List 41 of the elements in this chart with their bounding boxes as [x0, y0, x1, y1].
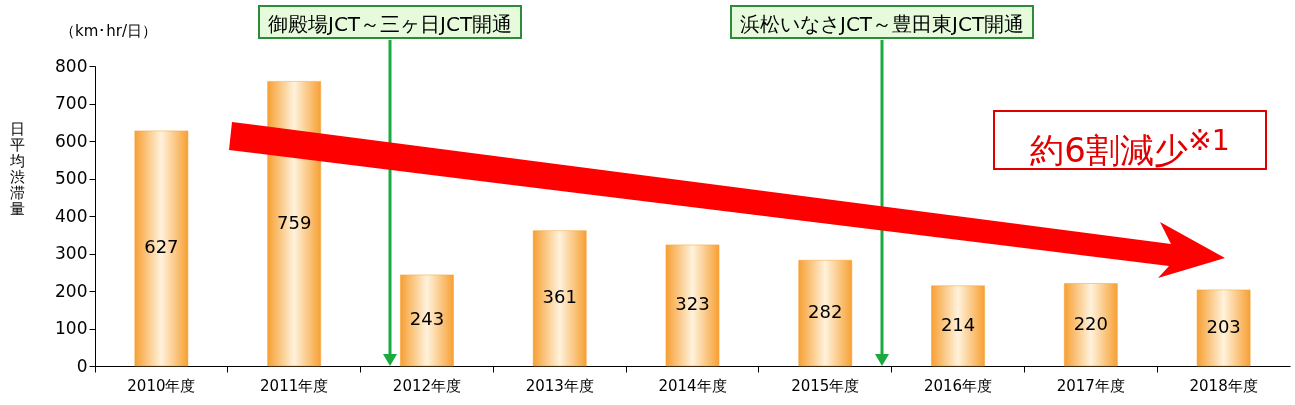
text: （km･hr/日） [60, 22, 158, 41]
text: 浜松いなさJCT～豊田東JCT開通 [730, 5, 1035, 39]
data-label: 243 [409, 308, 445, 330]
y-tick-label: 700 [55, 93, 88, 113]
x-tick-label: 2014年度 [658, 376, 727, 395]
y-axis-title: 日平均渋滞量 [9, 119, 25, 217]
y-tick-label: 0 [76, 355, 88, 376]
data-label: 214 [940, 313, 976, 335]
x-tick-label: 2016年度 [923, 376, 993, 395]
text: 御殿場JCT～三ヶ日JCT開通 [258, 5, 523, 39]
bar [1064, 283, 1118, 367]
bar [798, 260, 853, 367]
x-tick-label: 2012年度 [392, 376, 462, 395]
bar [400, 274, 454, 367]
data-label: 220 [1073, 312, 1109, 334]
bar [134, 130, 189, 367]
data-label: 361 [542, 286, 577, 308]
annotation: 約6割減少$^{※1}$ [993, 110, 1267, 171]
data-label: 759 [276, 211, 312, 233]
bar [1196, 289, 1251, 367]
bar [267, 81, 321, 367]
data-label: 627 [144, 236, 179, 258]
x-tick-label: 2015年度 [791, 376, 860, 395]
y-tick-label: 800 [55, 55, 88, 76]
x-tick-label: 2011年度 [260, 376, 329, 395]
data-label: 282 [808, 301, 843, 323]
y-tick-label: 500 [55, 168, 88, 188]
bar [931, 285, 985, 367]
data-label: 323 [675, 293, 710, 315]
bar [665, 244, 720, 367]
x-tick-label: 2017年度 [1056, 376, 1125, 395]
bar [532, 230, 587, 367]
y-tick-label: 200 [55, 280, 88, 301]
y-tick-label: 300 [55, 243, 88, 263]
data-label: 203 [1206, 315, 1241, 337]
x-tick-label: 2013年度 [525, 376, 594, 395]
y-tick-label: 400 [55, 205, 88, 226]
x-tick-label: 2018年度 [1189, 376, 1258, 395]
y-tick-label: 100 [55, 318, 88, 338]
x-tick-label: 2010年度 [127, 376, 196, 395]
y-tick-label: 600 [55, 130, 88, 151]
